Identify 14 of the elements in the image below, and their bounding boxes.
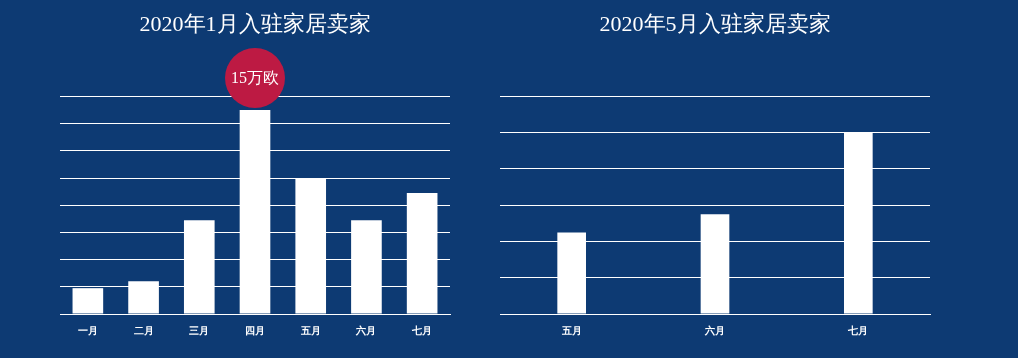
- x-tick-label: 五月: [560, 324, 582, 336]
- x-tick-label: 三月: [189, 324, 210, 336]
- badge: 15万欧: [225, 48, 285, 108]
- x-tick-label: 六月: [355, 324, 377, 336]
- chart-title: 2020年5月入驻家居卖家: [599, 10, 831, 36]
- x-tick-label: 一月: [77, 324, 98, 336]
- x-tick-label: 七月: [411, 324, 433, 336]
- x-tick-label: 五月: [299, 324, 321, 336]
- x-tick-label: 七月: [847, 324, 869, 336]
- x-tick-label: 六月: [704, 324, 725, 336]
- data-label: 15万欧: [231, 67, 279, 88]
- x-tick-label: 二月: [133, 324, 154, 336]
- chart-title: 2020年1月入驻家居卖家: [139, 10, 371, 36]
- x-tick-label: 四月: [245, 324, 265, 336]
